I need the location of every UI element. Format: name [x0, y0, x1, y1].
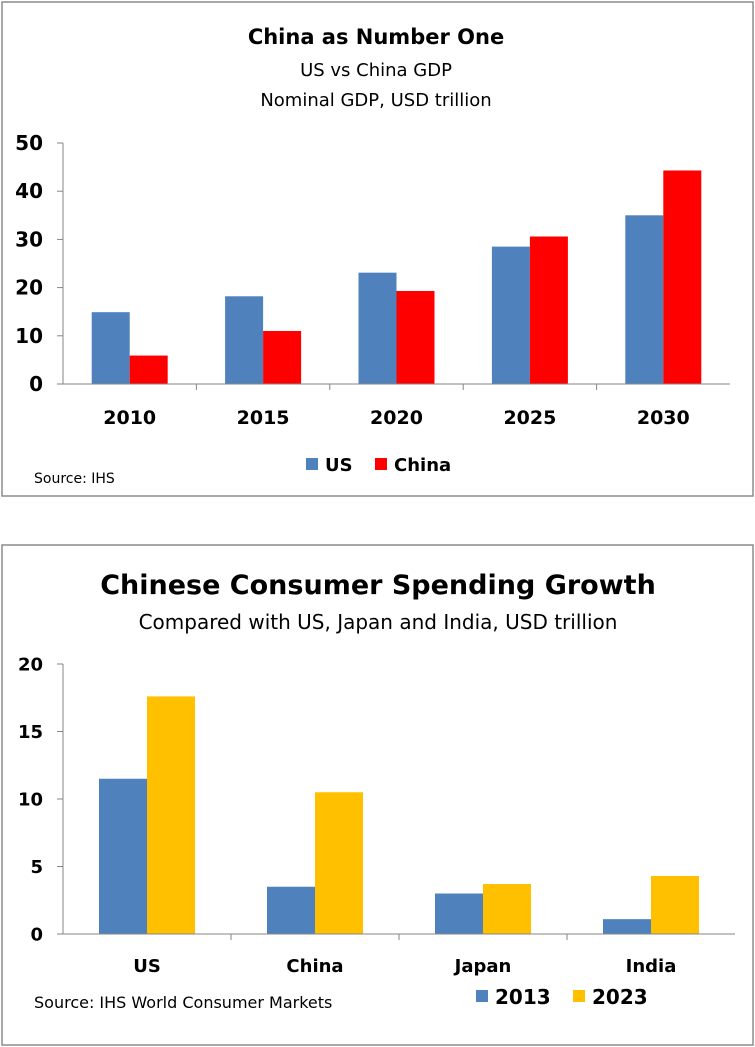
legend-swatch-2023	[573, 990, 585, 1002]
bar-china-2025	[529, 236, 568, 384]
bar-2023-japan	[483, 884, 531, 934]
legend: US China	[306, 455, 451, 476]
gdp-chart: China as Number One US vs China GDP Nomi…	[1, 1, 754, 497]
legend-label-china: China	[394, 455, 451, 476]
x-tick-label: India	[626, 956, 677, 977]
bar-2013-india	[603, 919, 651, 934]
bar-2013-china	[267, 886, 315, 934]
y-tick-label: 0	[29, 372, 43, 396]
chart-title: China as Number One	[248, 25, 504, 49]
x-tick-label: US	[133, 956, 161, 977]
bar-us-2010	[91, 312, 130, 384]
bar-2023-china	[315, 792, 363, 934]
bar-2013-japan	[435, 893, 483, 934]
bar-2023-us	[147, 696, 195, 934]
source-note: Source: IHS	[34, 471, 115, 487]
bar-china-2010	[129, 355, 168, 384]
bar-us-2020	[358, 272, 397, 384]
bar-area	[99, 696, 699, 934]
x-tick-label: 2030	[637, 407, 690, 429]
source-note: Source: IHS World Consumer Markets	[34, 993, 332, 1012]
y-tick-label: 10	[15, 324, 43, 348]
legend-swatch-us	[306, 458, 318, 470]
legend-label-2013: 2013	[495, 985, 551, 1009]
legend-label-2023: 2023	[592, 985, 648, 1009]
legend: 2013 2023	[476, 985, 648, 1009]
bar-china-2020	[396, 290, 435, 384]
bar-china-2030	[663, 170, 702, 384]
bar-2013-us	[99, 778, 147, 934]
y-tick-label: 5	[30, 857, 43, 878]
y-tick-label: 10	[18, 789, 43, 810]
y-axis: 0 10 20 30 40 50	[15, 131, 64, 396]
bar-china-2015	[263, 330, 302, 384]
legend-swatch-china	[375, 458, 387, 470]
y-axis: 0 5 10 15 20	[18, 654, 64, 945]
legend-swatch-2013	[476, 990, 488, 1002]
y-tick-label: 20	[18, 654, 43, 675]
chart-subtitle-1: US vs China GDP	[300, 60, 452, 81]
y-tick-label: 40	[15, 179, 43, 203]
y-tick-label: 20	[15, 276, 43, 300]
y-tick-label: 30	[15, 227, 43, 251]
x-tick-label: 2015	[237, 407, 290, 429]
bar-us-2030	[625, 215, 664, 384]
x-tick-label: 2020	[370, 407, 423, 429]
chart-subtitle-2: Nominal GDP, USD trillion	[260, 90, 491, 111]
y-tick-label: 0	[30, 924, 43, 945]
consumer-spending-chart: Chinese Consumer Spending Growth Compare…	[1, 544, 754, 1046]
x-axis: 2010 2015 2020 2025 2030	[63, 383, 730, 429]
bar-2023-india	[651, 875, 699, 934]
bar-us-2025	[491, 246, 530, 384]
x-tick-label: 2025	[503, 407, 556, 429]
y-tick-label: 50	[15, 131, 43, 155]
bar-area	[91, 170, 702, 384]
chart-subtitle: Compared with US, Japan and India, USD t…	[139, 610, 618, 634]
y-tick-label: 15	[18, 722, 43, 743]
chart-title: Chinese Consumer Spending Growth	[100, 570, 656, 601]
legend-label-us: US	[325, 455, 353, 476]
x-axis: US China Japan India	[63, 933, 735, 977]
x-tick-label: Japan	[453, 956, 512, 977]
x-tick-label: 2010	[103, 407, 156, 429]
x-tick-label: China	[286, 956, 343, 977]
bar-us-2015	[225, 296, 264, 384]
